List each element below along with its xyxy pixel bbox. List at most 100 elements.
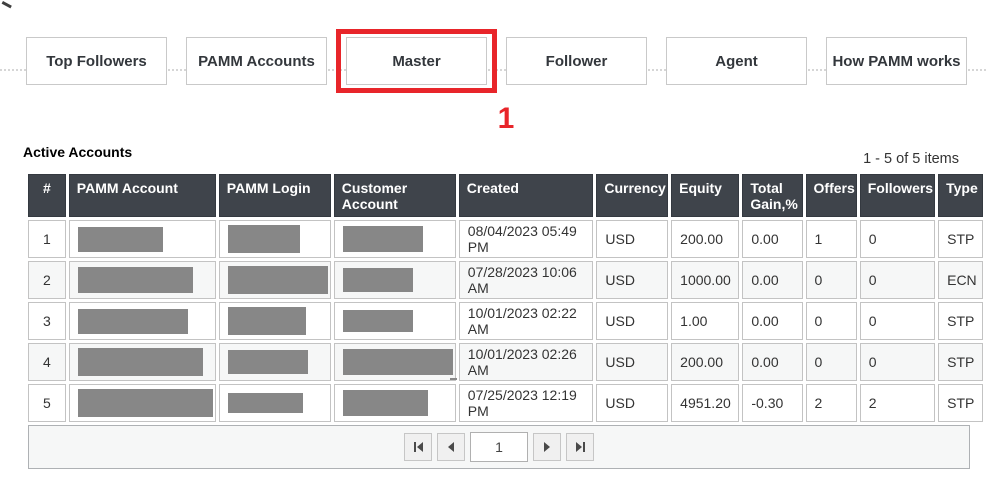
- tab-pamm-accounts[interactable]: PAMM Accounts: [186, 37, 327, 85]
- cell-type: STP: [938, 220, 983, 258]
- redaction-box: [342, 226, 423, 252]
- redaction-box: [227, 266, 328, 294]
- grid-pager: [28, 425, 970, 469]
- items-count-label: 1 - 5 of 5 items: [863, 151, 959, 167]
- cell-created: 07/28/2023 10:06 AM: [458, 261, 594, 299]
- redaction-box: [342, 268, 413, 292]
- table-row: 4 10/01/2023 02:26 AM USD 200.00 0.00 0 0 STP: [28, 343, 983, 381]
- table-row: 5 07/25/2023 12:19 PM USD 4951.20 -0.30 2 2 STP: [28, 384, 983, 422]
- table-row: 1 08/04/2023 05:49 PM USD 200.00 0.00 1 0 STP: [28, 220, 983, 258]
- cell-currency: USD: [596, 384, 669, 422]
- redaction-box: [227, 225, 300, 253]
- redaction-box: [227, 307, 306, 335]
- previous-page-button[interactable]: [437, 433, 465, 461]
- cell-pamm-login: [218, 302, 331, 340]
- table-row: 2 07/28/2023 10:06 AM USD 1000.00 0.00 0 0 ECN: [28, 261, 983, 299]
- next-page-icon: [544, 442, 550, 452]
- redaction-box: [77, 348, 203, 376]
- cell-customer-account: [333, 261, 456, 299]
- cell-total-gain: 0.00: [742, 343, 803, 381]
- column-header-followers: Followers: [859, 174, 936, 217]
- cell-type: STP: [938, 343, 983, 381]
- cell-equity: 200.00: [671, 343, 740, 381]
- previous-page-icon: [448, 442, 454, 452]
- redaction-box: [342, 310, 413, 332]
- cell-pamm-account: [68, 220, 216, 258]
- cell-pamm-login: [218, 261, 331, 299]
- last-page-button[interactable]: [566, 433, 594, 461]
- cell-followers: 0: [859, 261, 936, 299]
- redaction-box: [227, 393, 303, 413]
- page-number-input[interactable]: [470, 432, 528, 462]
- cell-created: 10/01/2023 02:26 AM: [458, 343, 594, 381]
- cell-followers: 2: [859, 384, 936, 422]
- cell-pamm-login: [218, 384, 331, 422]
- tab-how-pamm-works[interactable]: How PAMM works: [826, 37, 967, 85]
- cell-index: 2: [28, 261, 66, 299]
- tab-follower[interactable]: Follower: [506, 37, 647, 85]
- redaction-box: [77, 389, 213, 417]
- cell-customer-account: [333, 302, 456, 340]
- cell-pamm-login: [218, 343, 331, 381]
- cell-equity: 1.00: [671, 302, 740, 340]
- tab-top-followers[interactable]: Top Followers: [26, 37, 167, 85]
- column-header-type: Type: [938, 174, 983, 217]
- next-page-button[interactable]: [533, 433, 561, 461]
- cell-created: 07/25/2023 12:19 PM: [458, 384, 594, 422]
- cell-created: 08/04/2023 05:49 PM: [458, 220, 594, 258]
- cell-equity: 4951.20: [671, 384, 740, 422]
- redaction-box: [77, 267, 193, 293]
- redaction-box: [77, 308, 188, 334]
- cell-equity: 1000.00: [671, 261, 740, 299]
- cell-total-gain: 0.00: [742, 220, 803, 258]
- cell-pamm-login: [218, 220, 331, 258]
- cell-index: 1: [28, 220, 66, 258]
- active-accounts-grid: # PAMM Account PAMM Login Customer Account C…: [25, 171, 986, 469]
- first-page-icon: [413, 442, 416, 452]
- cell-pamm-account: [68, 343, 216, 381]
- table-row: 3 10/01/2023 02:22 AM USD 1.00 0.00 0 0 STP: [28, 302, 983, 340]
- cell-pamm-account: [68, 384, 216, 422]
- redaction-box: [342, 349, 457, 380]
- cell-offers: 2: [805, 384, 857, 422]
- cell-offers: 0: [805, 261, 857, 299]
- cell-offers: 0: [805, 343, 857, 381]
- cell-equity: 200.00: [671, 220, 740, 258]
- column-header-: #: [28, 174, 66, 217]
- cell-currency: USD: [596, 343, 669, 381]
- cell-customer-account: [333, 220, 456, 258]
- column-header-pamm-account: PAMM Account: [68, 174, 216, 217]
- cell-followers: 0: [859, 220, 936, 258]
- cell-followers: 0: [859, 343, 936, 381]
- cell-created: 10/01/2023 02:22 AM: [458, 302, 594, 340]
- redaction-box: [227, 350, 308, 374]
- first-page-button[interactable]: [404, 433, 432, 461]
- cell-offers: 0: [805, 302, 857, 340]
- column-header-customer-account: Customer Account: [333, 174, 456, 217]
- cell-index: 4: [28, 343, 66, 381]
- cell-total-gain: 0.00: [742, 261, 803, 299]
- annotation-step-number: 1: [497, 102, 515, 135]
- cell-index: 5: [28, 384, 66, 422]
- cell-type: STP: [938, 302, 983, 340]
- redaction-box: [77, 226, 163, 252]
- tab-agent[interactable]: Agent: [666, 37, 807, 85]
- cell-total-gain: -0.30: [742, 384, 803, 422]
- column-header-pamm-login: PAMM Login: [218, 174, 331, 217]
- cell-followers: 0: [859, 302, 936, 340]
- accounts-table: # PAMM Account PAMM Login Customer Account C…: [25, 171, 986, 425]
- last-page-icon: [575, 442, 582, 452]
- cell-type: ECN: [938, 261, 983, 299]
- column-header-offers: Offers: [805, 174, 857, 217]
- column-header-created: Created: [458, 174, 594, 217]
- cell-customer-account: [333, 343, 457, 381]
- column-header-total-gain: Total Gain,%: [742, 174, 803, 217]
- cell-currency: USD: [596, 261, 669, 299]
- cell-total-gain: 0.00: [742, 302, 803, 340]
- tab-master[interactable]: Master: [346, 37, 487, 85]
- redaction-box: [342, 390, 428, 416]
- cell-pamm-account: [68, 261, 216, 299]
- table-header-row: # PAMM Account PAMM Login Customer Account C…: [28, 174, 983, 217]
- column-header-currency: Currency: [596, 174, 669, 217]
